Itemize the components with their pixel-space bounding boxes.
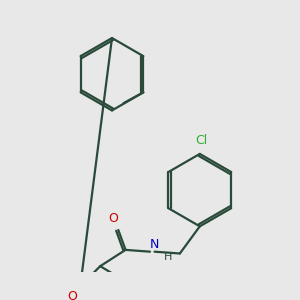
Text: H: H (164, 252, 172, 262)
Text: O: O (67, 290, 77, 300)
Text: Cl: Cl (196, 134, 208, 147)
Text: N: N (150, 238, 159, 251)
Text: O: O (108, 212, 118, 224)
